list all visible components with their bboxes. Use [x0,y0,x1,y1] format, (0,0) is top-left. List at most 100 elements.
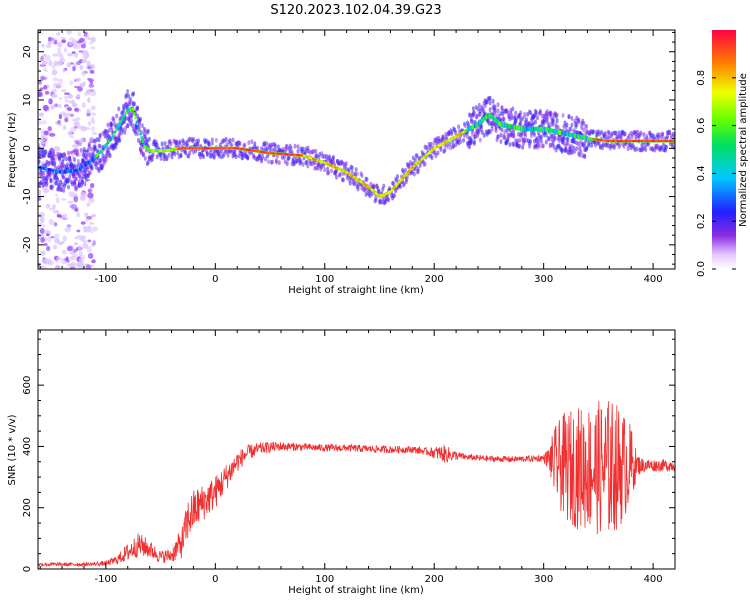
heatmap-core-cell [208,147,211,150]
heatmap-halo-cell [115,140,119,146]
heatmap-ridge-cell [147,148,150,152]
heatmap-core-cell [417,160,421,163]
heatmap-halo-cell [197,138,201,144]
heatmap-halo-cell [365,177,369,182]
heatmap-core-cell [263,151,267,154]
heatmap-core-cell [437,145,440,148]
heatmap-noise-cell [46,44,52,49]
heatmap-halo-cell [523,111,527,117]
heatmap-halo-cell [565,122,569,128]
heatmap-core-cell [405,172,409,175]
heatmap-halo-cell [48,170,52,176]
snr-y-axis-label: SNR (10 * v/v) [7,414,18,485]
heatmap-core-cell [652,140,655,143]
heatmap-ridge-cell [545,127,548,132]
heatmap-halo-cell [332,154,336,160]
heatmap-ridge-cell [53,169,57,173]
heatmap-ridge-cell [500,122,503,127]
heatmap-ridge-cell [511,124,514,130]
heatmap-noise-cell [48,60,53,67]
heatmap-noise-cell [57,47,62,52]
heatmap-ridge-cell [481,118,484,123]
heatmap-ridge-cell [111,134,114,138]
heatmap-halo-cell [135,131,139,137]
heatmap-core-cell [334,166,338,169]
heatmap-noise-cell [44,105,48,112]
y-tick-label: -10 [22,188,33,204]
heatmap-core-cell [301,154,304,157]
heatmap-ridge-cell [575,133,578,139]
heatmap-core-cell [387,191,391,194]
heatmap-noise-cell [74,107,79,112]
heatmap-core-cell [634,140,637,143]
heatmap-core-cell [596,138,599,141]
heatmap-ridge-cell [478,120,482,125]
heatmap-ridge-cell [495,119,498,124]
heatmap-ridge-cell [146,147,149,151]
heatmap-core-cell [220,147,223,150]
heatmap-ridge-cell [466,127,470,133]
heatmap-noise-cell [41,120,48,125]
heatmap-halo-cell [81,158,85,164]
heatmap-ridge-cell [555,129,559,135]
heatmap-ridge-cell [89,159,93,163]
heatmap-core-cell [257,150,261,153]
heatmap-halo-cell [470,131,474,137]
heatmap-noise-cell [70,261,77,268]
heatmap-noise-cell [39,216,45,224]
heatmap-halo-cell [201,154,205,160]
heatmap-noise-cell [79,257,85,261]
heatmap-halo-cell [226,152,230,158]
heatmap-core-cell [326,162,329,165]
heatmap-core-cell [214,147,217,150]
heatmap-ridge-cell [496,120,500,125]
heatmap-halo-cell [122,108,126,114]
heatmap-core-cell [383,193,386,196]
heatmap-halo-cell [472,110,476,116]
heatmap-halo-cell [533,119,537,125]
heatmap-noise-cell [81,71,86,77]
heatmap-noise-cell [66,63,72,68]
heatmap-core-cell [275,152,279,155]
heatmap-halo-cell [664,144,668,150]
heatmap-noise-cell [71,39,78,45]
heatmap-ridge-cell [171,148,175,152]
heatmap-halo-cell [567,114,571,120]
heatmap-core-cell [415,162,418,165]
heatmap-noise-cell [72,65,76,72]
heatmap-core-cell [600,139,604,142]
heatmap-halo-cell [418,162,422,168]
heatmap-core-cell [362,182,365,185]
heatmap-halo-cell [585,146,589,152]
heatmap-core-cell [607,139,610,142]
heatmap-core-cell [238,147,241,150]
heatmap-core-cell [293,153,297,156]
heatmap-noise-cell [70,113,74,117]
heatmap-halo-cell [173,151,177,157]
heatmap-core-cell [592,138,595,141]
heatmap-ridge-cell [123,113,126,117]
heatmap-core-cell [620,140,623,143]
x-tick-label: 400 [644,574,663,585]
heatmap-core-cell [658,140,661,143]
heatmap-core-cell [285,153,288,156]
heatmap-halo-cell [274,159,278,165]
heatmap-noise-cell [86,202,91,207]
heatmap-core-cell [325,162,328,165]
heatmap-noise-cell [45,245,51,252]
heatmap-core-cell [209,147,212,150]
heatmap-halo-cell [84,177,88,182]
heatmap-noise-cell [38,212,45,218]
heatmap-core-cell [313,158,316,161]
heatmap-ridge-cell [490,114,494,120]
heatmap-ridge-cell [47,168,51,172]
heatmap-ridge-cell [559,130,562,135]
heatmap-noise-cell [57,123,63,127]
heatmap-noise-cell [43,85,48,90]
heatmap-ridge-cell [514,125,518,130]
heatmap-halo-cell [472,139,476,145]
heatmap-ridge-cell [67,170,70,174]
heatmap-core-cell [355,177,358,180]
heatmap-core-cell [190,147,193,150]
